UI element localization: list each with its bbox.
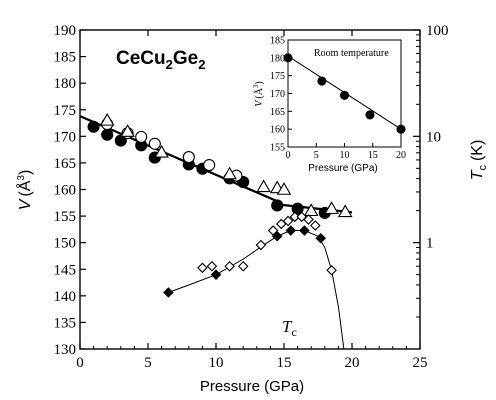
filled-circle-point: [291, 202, 304, 215]
open-circle-point: [203, 158, 216, 172]
y-left-tick-label: 145: [54, 262, 77, 278]
y-left-tick-label: 170: [54, 129, 77, 145]
inset-x-axis-label: Pressure (GPa): [308, 163, 377, 174]
inset-filled-circle-point: [396, 124, 406, 134]
inset-y-tick-label: 165: [270, 107, 285, 118]
y-left-tick-label: 140: [54, 289, 77, 305]
y-left-tick-label: 190: [54, 23, 77, 39]
filled-circle-point: [271, 199, 284, 212]
inset-title: Room temperature: [314, 48, 389, 59]
filled-diamond-point: [299, 225, 310, 236]
filled-diamond-point: [210, 269, 222, 280]
inset-x-tick-label: 20: [396, 150, 406, 161]
x-tick-label: 10: [209, 355, 224, 371]
open-triangle-point: [324, 201, 339, 214]
filled-circle-point: [87, 120, 100, 133]
filled-circle-point: [101, 128, 114, 141]
inset-y-tick-label: 175: [270, 71, 285, 82]
open-triangle-point: [303, 203, 319, 217]
open-diamond-point: [267, 225, 279, 236]
x-tick-label: 15: [277, 355, 292, 371]
y-left-tick-label: 160: [54, 183, 77, 199]
open-diamond-point: [276, 218, 287, 230]
inset-y-tick-label: 160: [270, 125, 285, 136]
open-diamond-point: [310, 220, 321, 231]
open-diamond-point: [206, 260, 218, 272]
inset-y-tick-label: 180: [270, 53, 285, 64]
open-diamond-point: [197, 262, 208, 274]
open-diamond-point: [289, 211, 301, 223]
compound-title: CeCu2Ge2: [116, 48, 205, 72]
open-diamond-point: [255, 239, 267, 251]
main-data-points: [87, 112, 353, 298]
filled-diamond-point: [315, 232, 326, 244]
open-circle-point: [182, 151, 195, 164]
tc-annotation: Tc: [282, 317, 297, 339]
y-axis-left-label: V(Å3): [15, 170, 34, 211]
inset-data-points: [283, 53, 406, 134]
inset-x-tick-label: 15: [368, 150, 378, 161]
y-left-tick-label: 165: [54, 156, 77, 172]
inset-y-tick-label: 155: [270, 143, 285, 154]
inset-y-tick-label: 170: [270, 89, 285, 100]
y-left-tick-label: 185: [54, 50, 77, 66]
main-plot: 0 5 10 15 20 25130135140145150155160165170175…: [15, 23, 489, 395]
open-diamond-point: [303, 214, 314, 225]
open-diamond-point: [282, 215, 294, 227]
open-triangle-point: [120, 124, 135, 137]
main-axis-ticks: 0 5 10 15 20 25130135140145150155160165170175…: [54, 23, 449, 371]
x-tick-label: 0: [76, 355, 84, 371]
inset-filled-circle-point: [317, 76, 327, 86]
inset-y-axis-label: V(Å3): [252, 81, 265, 107]
inset-x-tick-label: 0: [286, 150, 291, 161]
x-tick-label: 25: [413, 355, 428, 371]
open-triangle-point: [154, 144, 169, 158]
y-right-tick-label: 10: [426, 129, 441, 145]
y-left-tick-label: 135: [54, 315, 77, 331]
inset-y-tick-label: 185: [270, 36, 285, 47]
inset-filled-circle-point: [283, 53, 293, 63]
y-left-tick-label: 175: [54, 103, 77, 119]
y-left-tick-label: 150: [54, 236, 77, 252]
open-triangle-point: [276, 182, 292, 195]
volume-fit-line: [277, 203, 353, 214]
inset-x-tick-label: 5: [314, 150, 319, 161]
open-triangle-point: [99, 112, 115, 126]
inset-axis-ticks: 0 5 10 15 20 155 160 165 170 175 180 185: [270, 36, 406, 162]
y-right-tick-label: 1: [426, 236, 434, 252]
open-triangle-point: [222, 166, 237, 180]
filled-diamond-point: [163, 287, 174, 298]
open-circle-point: [135, 130, 148, 143]
open-diamond-point: [237, 260, 249, 272]
y-left-tick-label: 180: [54, 76, 77, 92]
filled-diamond-point: [285, 225, 297, 236]
open-diamond-point: [224, 260, 235, 272]
inset-x-tick-label: 10: [340, 150, 350, 161]
x-tick-label: 20: [345, 355, 360, 371]
open-diamond-point: [326, 264, 337, 276]
open-triangle-point: [256, 179, 271, 193]
filled-circle-point: [114, 134, 127, 147]
inset-filled-circle-point: [365, 110, 375, 120]
inset-filled-circle-point: [339, 90, 350, 100]
x-tick-label: 5: [144, 355, 152, 371]
open-triangle-point: [337, 204, 353, 218]
open-circle-point: [148, 137, 161, 150]
y-axis-right-label: Tc(K): [469, 140, 489, 181]
tc-guide-line: [168, 230, 345, 349]
x-axis-label: Pressure (GPa): [200, 378, 304, 395]
y-right-tick-label: 100: [426, 23, 449, 39]
y-left-tick-label: 155: [54, 209, 77, 225]
inset-plot: 0 5 10 15 20 155 160 165 170 175 180 185 Room tempe…: [252, 36, 406, 175]
y-left-tick-label: 130: [54, 342, 77, 358]
